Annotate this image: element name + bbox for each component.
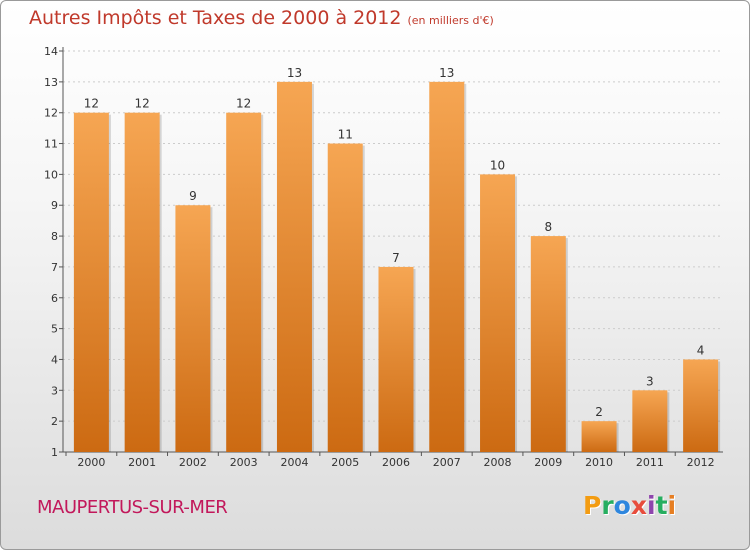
y-tick-label: 12: [44, 107, 58, 120]
y-tick-label: 5: [51, 323, 58, 336]
x-tick-label: 2000: [77, 456, 105, 469]
commune-name: MAUPERTUS-SUR-MER: [37, 497, 228, 518]
logo-letter: o: [613, 491, 631, 520]
y-tick-label: 9: [51, 199, 58, 212]
y-tick-label: 4: [51, 353, 58, 366]
x-tick-label: 2009: [534, 456, 562, 469]
y-tick-label: 3: [51, 384, 58, 397]
x-tick-label: 2010: [585, 456, 613, 469]
x-tick-label: 2006: [382, 456, 410, 469]
x-tick-label: 2004: [280, 456, 308, 469]
bar-value-label: 4: [697, 343, 705, 357]
x-tick-label: 2008: [484, 456, 512, 469]
x-tick-label: 2011: [636, 456, 664, 469]
chart-title: Autres Impôts et Taxes de 2000 à 2012: [29, 7, 402, 29]
bar-value-label: 12: [84, 97, 99, 111]
x-tick-label: 2005: [331, 456, 359, 469]
bar-value-label: 12: [236, 97, 251, 111]
bar: [226, 112, 262, 452]
bar: [581, 421, 617, 452]
y-tick-label: 7: [51, 261, 58, 274]
y-tick-label: 6: [51, 292, 58, 305]
chart-title-block: Autres Impôts et Taxes de 2000 à 2012 (en…: [29, 7, 494, 29]
bar: [276, 81, 312, 452]
x-tick-label: 2002: [179, 456, 207, 469]
bar-value-label: 2: [595, 405, 603, 419]
y-tick-label: 11: [44, 138, 58, 151]
bar-value-label: 9: [189, 189, 197, 203]
logo-letter: P: [583, 491, 602, 520]
y-tick-label: 10: [44, 168, 58, 181]
bar: [73, 112, 109, 452]
bar: [480, 174, 516, 452]
logo-letter: i: [647, 491, 656, 520]
bar-value-label: 13: [439, 66, 454, 80]
x-tick-label: 2012: [687, 456, 715, 469]
logo-letter: t: [655, 491, 668, 520]
bar: [632, 390, 668, 452]
grid-layer: [63, 50, 723, 422]
bar-layer: 12 12 9 12 13 11 7 13 10 8 2 3 4: [73, 66, 721, 453]
x-tick-label: 2001: [128, 456, 156, 469]
bar-value-label: 13: [287, 66, 302, 80]
bar-value-label: 10: [490, 158, 505, 172]
bar: [683, 359, 719, 452]
bar-value-label: 11: [338, 128, 353, 142]
x-tick-label: 2007: [433, 456, 461, 469]
y-tick-label: 13: [44, 76, 58, 89]
bar: [429, 81, 465, 452]
bar-value-label: 8: [544, 220, 552, 234]
bar-value-label: 7: [392, 251, 400, 265]
bar-value-label: 3: [646, 374, 654, 388]
logo-letter: x: [630, 491, 647, 520]
x-tick-label: 2003: [230, 456, 258, 469]
logo-letter: i: [667, 491, 677, 520]
bar: [327, 143, 363, 453]
logo-letter: r: [601, 491, 614, 520]
y-tick-label: 14: [44, 45, 58, 58]
y-tick-label: 8: [51, 230, 58, 243]
y-tick-label: 2: [51, 415, 58, 428]
proxiti-logo: Proxiti: [583, 491, 676, 520]
bar: [124, 112, 160, 452]
y-tick-label: 1: [51, 446, 58, 459]
bar: [530, 236, 566, 452]
chart-subtitle: (en milliers d'€): [407, 14, 494, 27]
bar-value-label: 12: [135, 97, 150, 111]
bar: [378, 266, 414, 452]
bar: [175, 205, 211, 452]
